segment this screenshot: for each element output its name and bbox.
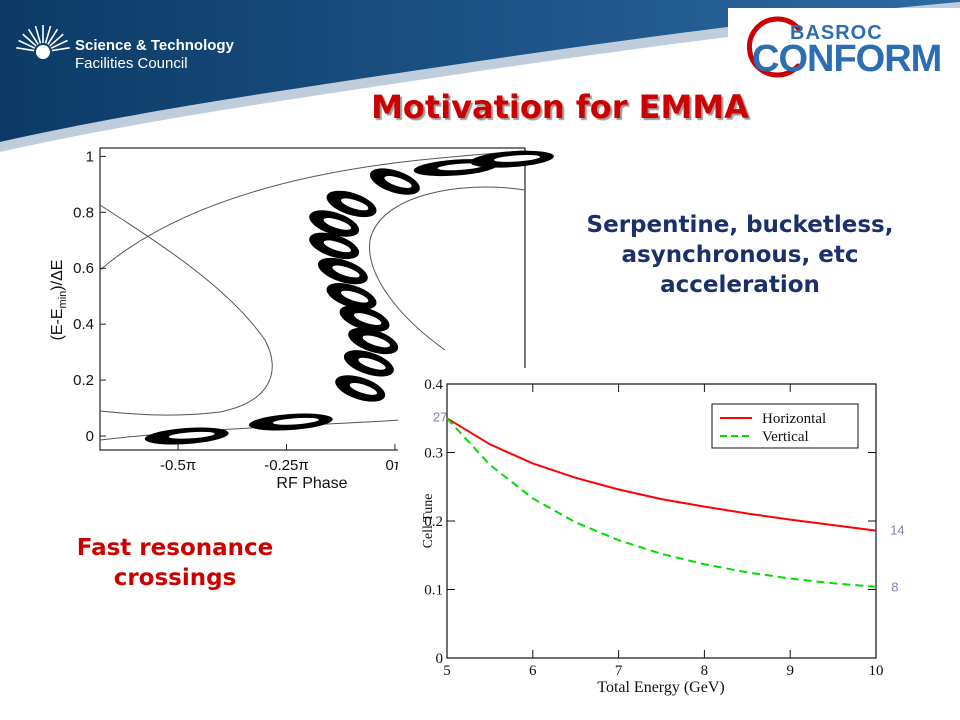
tune-axis-ticks: 5 6 7 8 9 10 0 0.1 0.2 0.3 0.4 xyxy=(424,377,883,679)
tune-annotation: 14 xyxy=(890,523,904,538)
svg-text:(E-Emin)/ΔE: (E-Emin)/ΔE xyxy=(49,260,69,341)
bunch-marker xyxy=(348,327,399,355)
serpentine-text: Serpentine, bucketless, asynchronous, et… xyxy=(540,210,940,300)
tune-x-tick-label: 8 xyxy=(701,663,709,679)
tune-x-tick-label: 7 xyxy=(615,663,623,679)
org-line1: Science & Technology xyxy=(75,37,234,54)
stfc-sunburst-icon xyxy=(16,25,70,59)
phase-x-tick-label: -0.25π xyxy=(264,457,309,474)
tune-x-tick-label: 10 xyxy=(869,663,884,679)
bunch-group xyxy=(144,150,554,445)
phase-ylabel-main: (E-E xyxy=(49,308,66,340)
bunch-marker xyxy=(369,168,420,195)
tune-y-tick-label: 0.4 xyxy=(424,377,443,393)
separatrix-right xyxy=(369,186,526,351)
tune-y-tick-label: 0.1 xyxy=(424,583,443,599)
bunch-marker xyxy=(339,305,390,332)
org-name: Science & Technology Facilities Council xyxy=(75,37,234,73)
bunch-marker xyxy=(335,375,386,402)
tune-y-axis-label: Cell Tune xyxy=(421,494,436,549)
tune-x-tick-label: 9 xyxy=(786,663,794,679)
org-line2: Facilities Council xyxy=(75,55,188,72)
tune-x-axis-label: Total Energy (GeV) xyxy=(597,679,724,696)
tune-x-tick-label: 6 xyxy=(529,663,537,679)
phase-ylabel-tail: )/ΔE xyxy=(49,260,66,291)
bunch-marker xyxy=(248,413,333,431)
separatrix-left xyxy=(99,204,273,416)
tune-y-tick-label: 0 xyxy=(436,651,444,667)
fast-resonance-line1: Fast resonance xyxy=(76,535,274,561)
bunch-marker xyxy=(470,150,554,168)
fast-resonance-line2: crossings xyxy=(113,565,237,591)
logo-text-top: BASROC xyxy=(790,22,883,44)
slide-title: Motivation for EMMA xyxy=(371,88,749,126)
logo-text-bottom: CONFORM xyxy=(752,38,942,80)
tune-x-tick-label: 5 xyxy=(443,663,451,679)
phase-x-tick-label: -0.5π xyxy=(160,457,196,474)
bunch-marker xyxy=(343,350,394,377)
phase-x-axis-label: RF Phase xyxy=(276,475,347,492)
tune-series-horizontal xyxy=(446,417,877,532)
tune-series-vertical xyxy=(446,417,877,588)
bunch-marker xyxy=(326,283,377,310)
serpentine-line2: asynchronous, etc xyxy=(621,242,859,268)
tune-legend-label: Vertical xyxy=(762,429,809,445)
tune-y-tick-label: 0.3 xyxy=(424,446,443,462)
tune-legend-label: Horizontal xyxy=(762,411,826,427)
header-band xyxy=(0,0,960,142)
serpentine-line3: acceleration xyxy=(660,272,820,298)
tune-y-tick-label: 0.2 xyxy=(424,514,443,530)
serpentine-line1: Serpentine, bucketless, xyxy=(586,212,894,238)
bunch-marker xyxy=(309,210,360,237)
tune-annotation: 8 xyxy=(891,580,898,595)
tune-legend-box xyxy=(711,403,859,449)
bunch-marker xyxy=(309,232,360,260)
phase-y-tick-label: 0.6 xyxy=(73,260,94,277)
phase-y-tick-label: 0.4 xyxy=(73,316,94,333)
bunch-marker xyxy=(317,257,368,285)
tune-legend: Horizontal Vertical xyxy=(711,403,859,449)
phase-y-tick-label: 0 xyxy=(86,428,94,445)
bunch-marker xyxy=(326,190,377,218)
basroc-swirl-icon xyxy=(747,16,801,78)
tune-annotation: 27 xyxy=(433,410,447,425)
phase-y-tick-label: 1 xyxy=(86,148,94,165)
fast-resonance-text: Fast resonance crossings xyxy=(40,533,310,593)
tune-series xyxy=(446,417,877,588)
phase-ylabel-sub: min xyxy=(57,291,69,309)
tune-annotations: 27 14 8 xyxy=(433,410,905,595)
phase-y-tick-label: 0.2 xyxy=(73,372,94,389)
phase-y-tick-label: 0.8 xyxy=(73,204,94,221)
bunch-marker xyxy=(144,427,229,445)
phase-y-axis-label: (E-Emin)/ΔE xyxy=(49,260,69,341)
